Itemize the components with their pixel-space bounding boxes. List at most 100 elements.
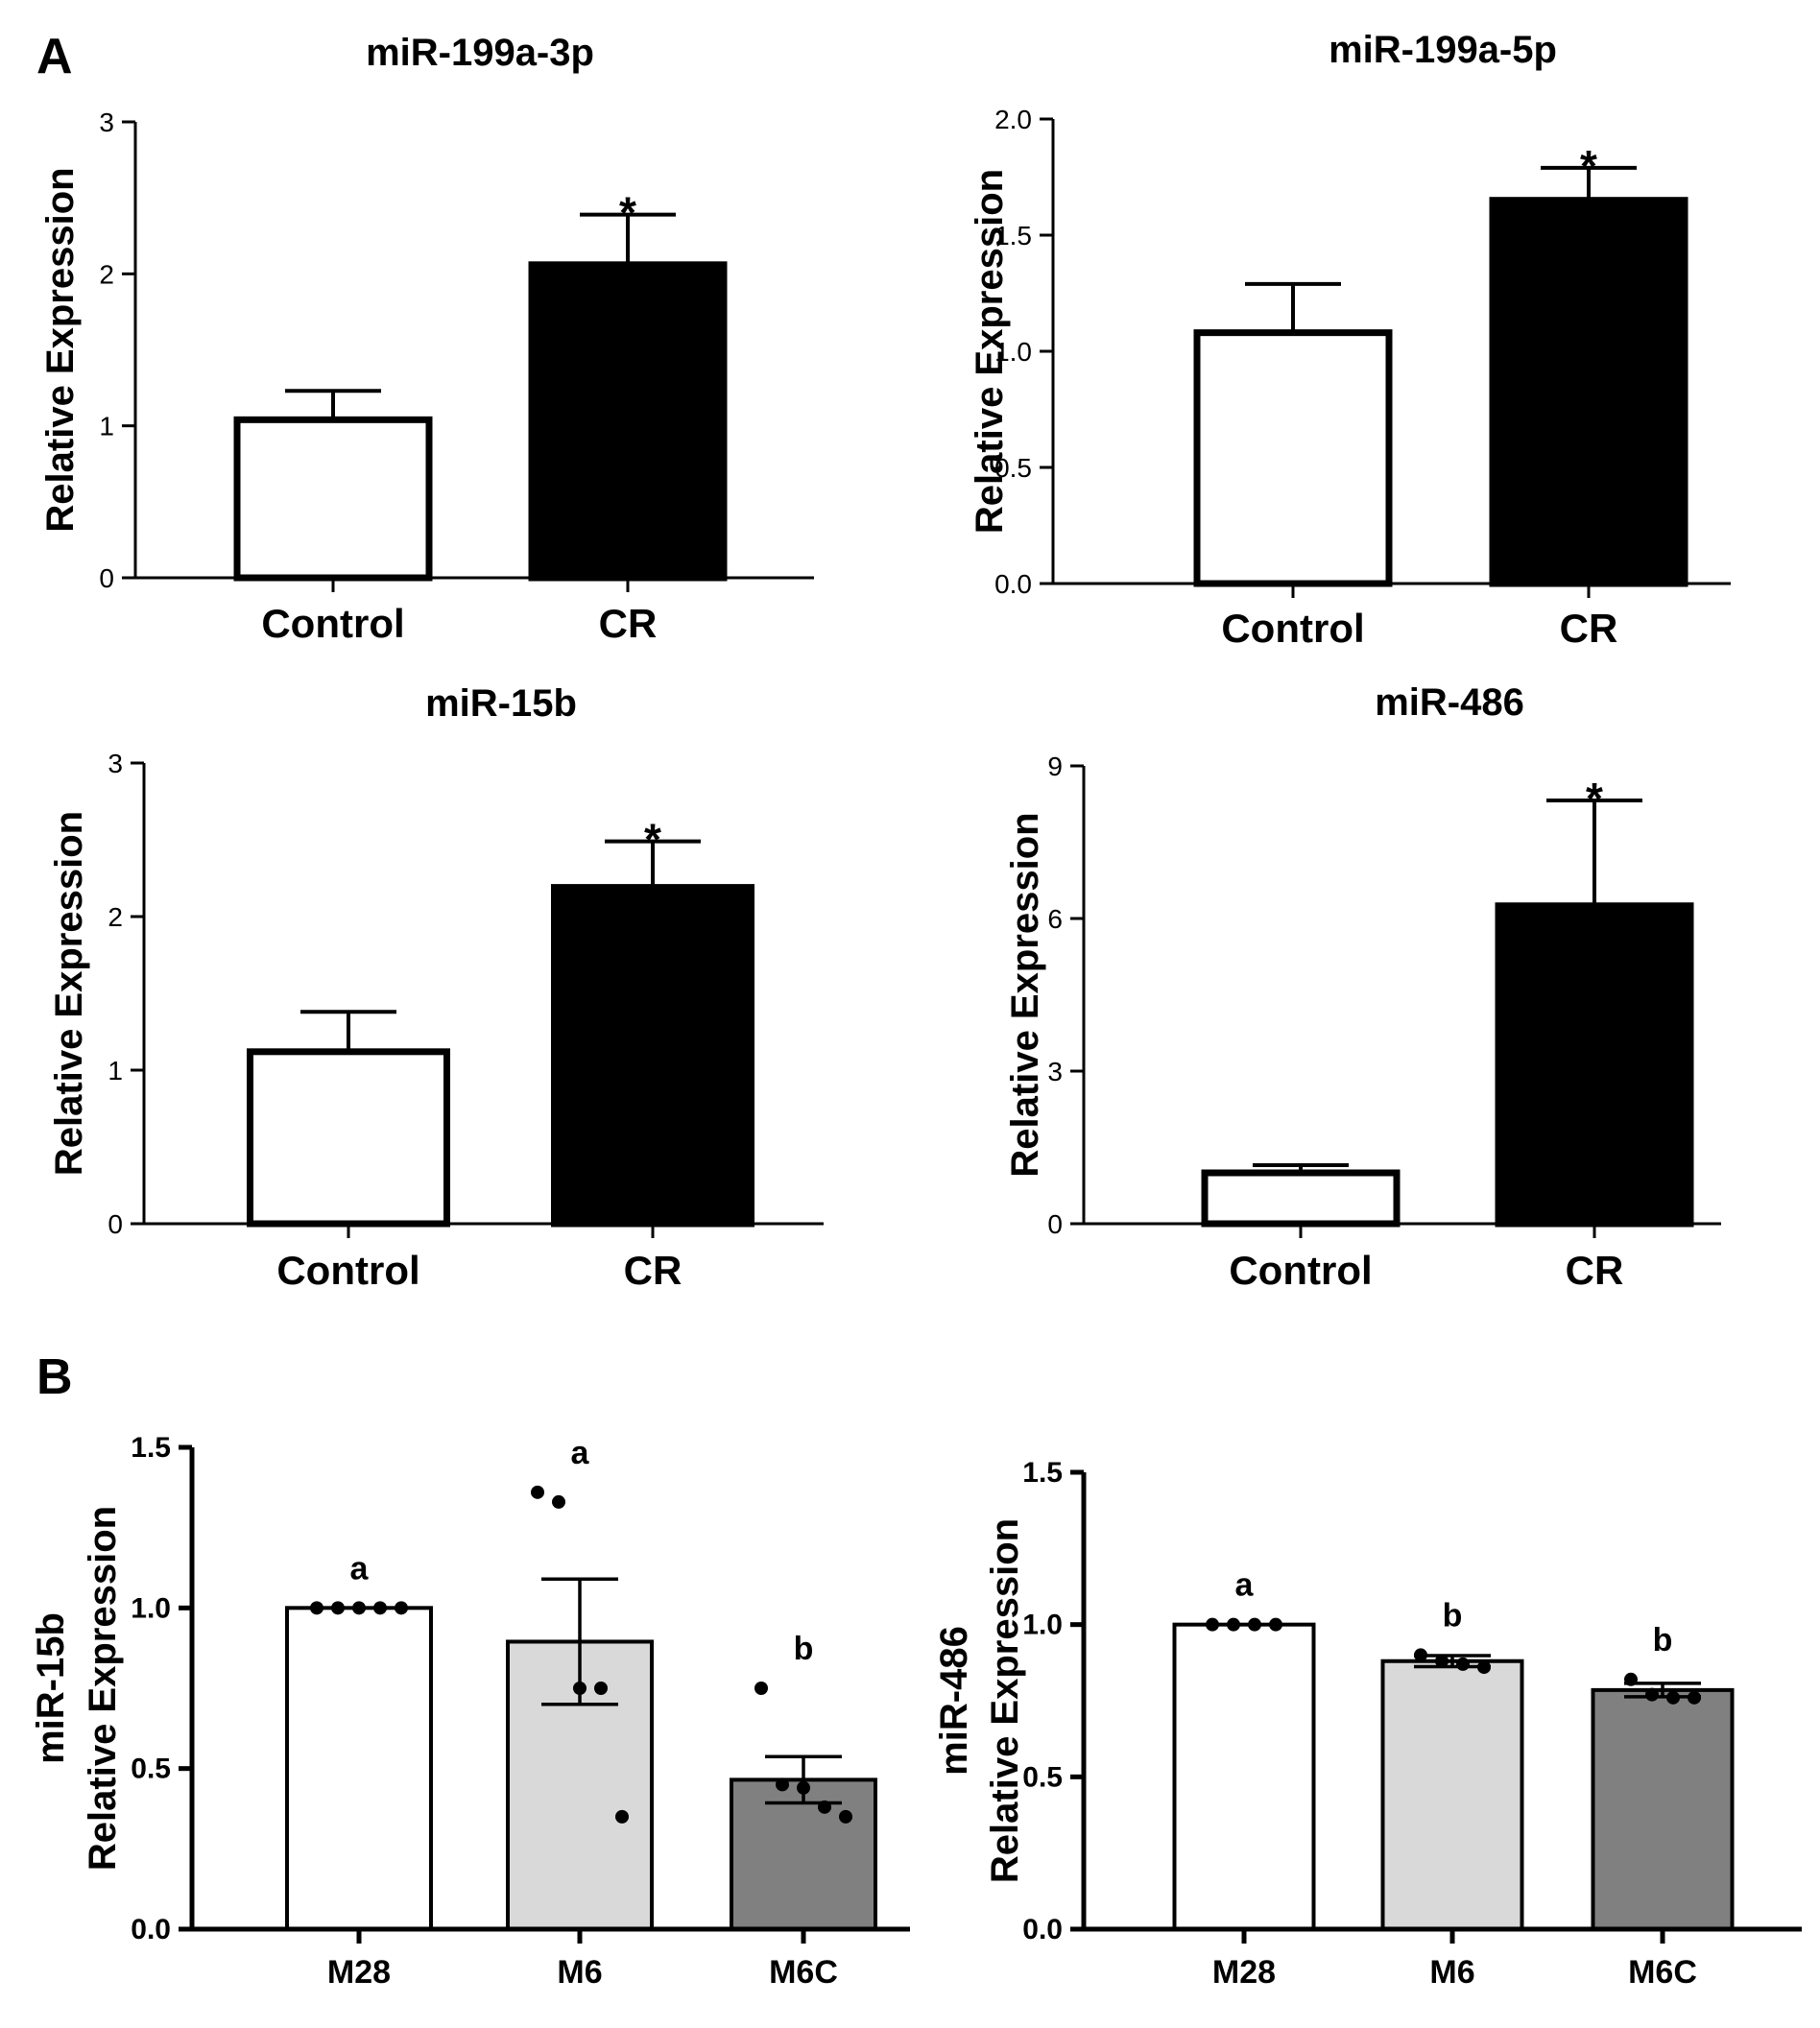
chart-title: miR-15b bbox=[425, 682, 577, 725]
data-point bbox=[754, 1682, 768, 1695]
y-tick-label: 0.5 bbox=[994, 453, 1032, 483]
y-tick-label: 0.0 bbox=[131, 1914, 171, 1945]
y-tick-label: 9 bbox=[1047, 752, 1063, 781]
y-tick-label: 1.5 bbox=[131, 1432, 171, 1464]
chart-title: miR-486 bbox=[1375, 681, 1524, 724]
chart-4: miR-486 Relative Expression Control * CR 0 3 6 9 bbox=[1004, 681, 1721, 1293]
bar-cr bbox=[528, 261, 728, 582]
y-tick-label: 6 bbox=[1047, 904, 1063, 934]
group-letter: b bbox=[1653, 1622, 1673, 1658]
data-point bbox=[797, 1780, 810, 1795]
bar-cr bbox=[1489, 197, 1688, 587]
y-tick-label: 0 bbox=[99, 563, 114, 593]
data-point bbox=[1688, 1690, 1701, 1705]
x-tick-label-cr: CR bbox=[1560, 606, 1618, 651]
data-point bbox=[331, 1601, 345, 1615]
data-point bbox=[776, 1777, 789, 1792]
bar-control bbox=[247, 1048, 450, 1228]
y-tick-label: 3 bbox=[108, 749, 123, 778]
x-tick-label-control: Control bbox=[276, 1248, 419, 1293]
bar-m6c bbox=[730, 1777, 877, 1931]
significance-marker: * bbox=[1586, 774, 1603, 823]
data-point bbox=[1269, 1617, 1282, 1632]
charts: miR-199a-3p Relative Expression Control * CR… bbox=[30, 29, 1802, 1991]
bar-m28 bbox=[1172, 1622, 1316, 1931]
chart-title: miR-199a-5p bbox=[1329, 29, 1557, 71]
x-tick-label-control: Control bbox=[261, 601, 404, 646]
x-tick-label-m28: M28 bbox=[327, 1954, 391, 1991]
bar-cr bbox=[1495, 902, 1694, 1228]
chart-3: miR-15b Relative Expression Control * CR 0 1 2 3 bbox=[48, 682, 824, 1293]
x-tick-label-m6c: M6C bbox=[1628, 1954, 1697, 1991]
y-tick-label: 1 bbox=[99, 412, 114, 441]
y-tick-label: 0.5 bbox=[131, 1754, 171, 1785]
bar-control bbox=[233, 416, 433, 582]
y-tick-label: 1.0 bbox=[131, 1592, 171, 1624]
y-tick-label: 2 bbox=[108, 902, 123, 932]
bar-control bbox=[1201, 1169, 1401, 1228]
group-letter: a bbox=[571, 1435, 590, 1471]
group-letter: a bbox=[1235, 1567, 1255, 1604]
y-axis-label: Relative Expression bbox=[984, 1518, 1026, 1883]
y-tick-label: 1.5 bbox=[994, 221, 1032, 251]
data-point bbox=[1248, 1617, 1261, 1632]
data-point bbox=[1414, 1648, 1427, 1662]
chart-title: miR-199a-3p bbox=[366, 32, 594, 74]
y-tick-label: 1.0 bbox=[1022, 1610, 1063, 1641]
data-point bbox=[1666, 1690, 1680, 1705]
data-point bbox=[373, 1601, 387, 1615]
x-tick-label-m6: M6 bbox=[1429, 1954, 1474, 1991]
bar-m6 bbox=[1380, 1658, 1524, 1932]
data-point bbox=[615, 1809, 629, 1824]
significance-marker: * bbox=[619, 188, 636, 238]
x-tick-label-control: Control bbox=[1229, 1248, 1372, 1293]
data-point bbox=[310, 1601, 323, 1615]
data-point bbox=[1206, 1617, 1219, 1632]
data-point bbox=[1624, 1672, 1638, 1686]
y-axis-label: Relative Expression bbox=[48, 811, 90, 1176]
data-point bbox=[531, 1485, 544, 1499]
group-letter: a bbox=[350, 1550, 370, 1587]
y-tick-label: 1.0 bbox=[994, 337, 1032, 367]
data-point bbox=[395, 1601, 408, 1615]
x-tick-label-m6c: M6C bbox=[769, 1954, 838, 1991]
chart-1: miR-199a-3p Relative Expression Control * CR… bbox=[39, 32, 814, 646]
y-tick-label: 0 bbox=[108, 1209, 123, 1239]
y-tick-label: 3 bbox=[1047, 1057, 1063, 1086]
data-point bbox=[1227, 1617, 1240, 1632]
bar-control bbox=[1193, 329, 1393, 587]
data-point bbox=[1456, 1657, 1470, 1671]
data-point bbox=[594, 1682, 608, 1695]
y-tick-label: 2.0 bbox=[994, 105, 1032, 134]
y-axis-label-gene: miR-15b bbox=[30, 1612, 72, 1764]
data-point bbox=[1435, 1654, 1449, 1668]
y-tick-label: 0 bbox=[1047, 1209, 1063, 1239]
group-letter: b bbox=[794, 1631, 814, 1667]
bar-m6c bbox=[1591, 1687, 1735, 1931]
y-tick-label: 1 bbox=[108, 1056, 123, 1086]
bar-m28 bbox=[285, 1606, 433, 1932]
y-tick-label: 1.5 bbox=[1022, 1457, 1063, 1489]
group-letter: b bbox=[1443, 1597, 1463, 1634]
y-axis-label: Relative Expression bbox=[39, 167, 82, 532]
data-point bbox=[818, 1800, 831, 1814]
panel-letter-b: B bbox=[36, 1349, 73, 1405]
y-axis-label-gene: miR-486 bbox=[933, 1626, 975, 1776]
significance-marker: * bbox=[1580, 141, 1597, 191]
x-tick-label-m28: M28 bbox=[1212, 1954, 1276, 1991]
x-tick-label-m6: M6 bbox=[557, 1954, 602, 1991]
chart-2: miR-199a-5p Relative Expression Control * CR… bbox=[969, 29, 1731, 651]
data-point bbox=[573, 1682, 587, 1695]
y-axis-label: Relative Expression bbox=[1004, 812, 1046, 1177]
y-axis-label: Relative Expression bbox=[969, 169, 1011, 534]
data-point bbox=[552, 1494, 565, 1509]
y-tick-label: 2 bbox=[99, 259, 114, 289]
y-tick-label: 0.5 bbox=[1022, 1761, 1063, 1793]
y-tick-label: 0.0 bbox=[1022, 1914, 1063, 1945]
panel-letter-a: A bbox=[36, 29, 73, 84]
x-tick-label-cr: CR bbox=[624, 1248, 682, 1293]
bar-cr bbox=[551, 884, 754, 1228]
